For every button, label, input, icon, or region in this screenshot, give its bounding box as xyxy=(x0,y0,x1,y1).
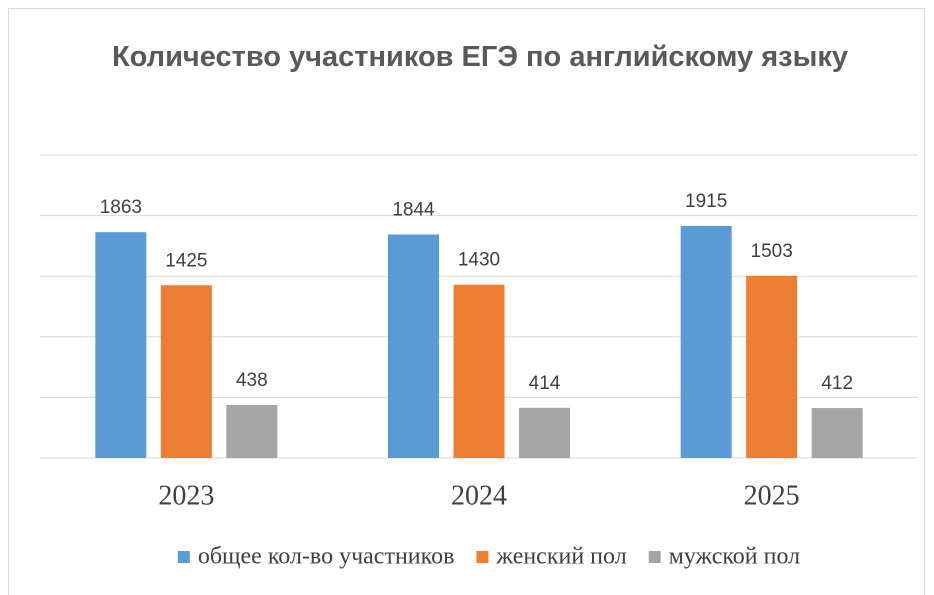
data-label: 1915 xyxy=(685,191,727,212)
data-label: 414 xyxy=(529,373,561,394)
legend-swatch xyxy=(648,551,661,563)
legend-swatch xyxy=(476,551,489,563)
legend-swatch xyxy=(177,551,190,563)
bar xyxy=(811,408,863,458)
data-label: 1425 xyxy=(165,250,207,271)
chart-border xyxy=(8,8,925,595)
x-tick-label: 2023 xyxy=(158,480,214,511)
legend-label: общее кол-во участников xyxy=(198,544,455,570)
bar xyxy=(160,285,212,458)
bar xyxy=(453,284,505,458)
legend-label: женский пол xyxy=(495,544,626,570)
chart-title: Количество участников ЕГЭ по английскому… xyxy=(111,41,848,73)
bar xyxy=(388,234,439,458)
data-label: 1863 xyxy=(100,197,142,218)
x-tick-label: 2025 xyxy=(744,480,800,511)
data-label: 1844 xyxy=(392,200,435,221)
data-label: 412 xyxy=(821,373,853,394)
data-label: 1503 xyxy=(751,241,793,262)
bar xyxy=(95,232,147,458)
bar xyxy=(226,404,278,458)
bar xyxy=(746,275,798,458)
x-tick-label: 2024 xyxy=(451,480,507,511)
legend-label: мужской пол xyxy=(669,544,800,570)
bar xyxy=(519,407,570,458)
bar xyxy=(680,225,732,458)
data-label: 438 xyxy=(236,370,268,391)
data-label: 1430 xyxy=(458,250,500,271)
